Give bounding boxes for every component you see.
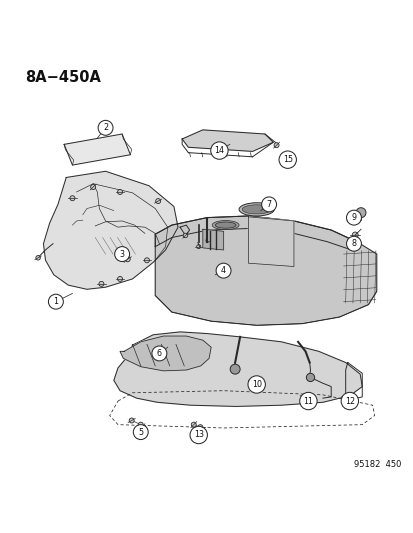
Circle shape [133,425,148,440]
Circle shape [114,247,129,262]
Text: 10: 10 [251,380,261,389]
Text: 3: 3 [119,249,124,259]
Circle shape [117,277,122,281]
Circle shape [210,142,228,159]
Text: 95182  450: 95182 450 [354,459,401,469]
Text: 7: 7 [266,200,271,209]
Text: 2: 2 [103,123,108,132]
Circle shape [138,422,143,427]
Text: 12: 12 [344,397,354,406]
Ellipse shape [239,203,273,216]
Polygon shape [155,216,376,325]
Polygon shape [120,336,211,371]
Circle shape [196,245,200,248]
Text: 6: 6 [157,349,161,358]
Circle shape [278,151,296,168]
Circle shape [99,281,104,286]
Circle shape [197,425,202,430]
Text: 8A−450A: 8A−450A [25,70,100,85]
Circle shape [183,233,187,238]
Polygon shape [64,134,130,165]
Circle shape [98,120,113,135]
Text: 9: 9 [351,213,356,222]
Text: 8: 8 [351,239,356,248]
Text: 5: 5 [138,427,143,437]
Circle shape [351,232,357,238]
Polygon shape [202,229,223,250]
Circle shape [306,373,314,382]
Circle shape [48,294,63,309]
Circle shape [144,258,149,263]
Text: 13: 13 [193,431,203,440]
Circle shape [216,263,230,278]
Text: 14: 14 [214,146,224,155]
Circle shape [129,418,134,423]
Text: 4: 4 [221,266,225,275]
Circle shape [273,143,278,148]
Polygon shape [155,216,357,251]
Circle shape [346,210,361,225]
Polygon shape [248,217,293,266]
Text: 15: 15 [282,155,292,164]
Circle shape [346,236,361,251]
Circle shape [117,190,122,195]
Polygon shape [43,171,178,289]
Circle shape [355,208,365,217]
Circle shape [155,199,160,204]
Circle shape [247,376,265,393]
Ellipse shape [212,221,239,230]
Circle shape [36,255,40,260]
Circle shape [191,422,196,427]
Circle shape [190,426,207,443]
Circle shape [70,196,75,200]
Circle shape [124,256,130,262]
Circle shape [261,197,276,212]
Circle shape [299,392,316,410]
Ellipse shape [242,205,271,214]
Polygon shape [114,332,361,407]
Text: 11: 11 [303,397,313,406]
Circle shape [152,346,166,361]
Circle shape [340,392,358,410]
Polygon shape [182,130,273,151]
Text: 1: 1 [53,297,58,306]
Circle shape [90,184,95,190]
Ellipse shape [215,222,235,228]
Circle shape [230,364,240,374]
